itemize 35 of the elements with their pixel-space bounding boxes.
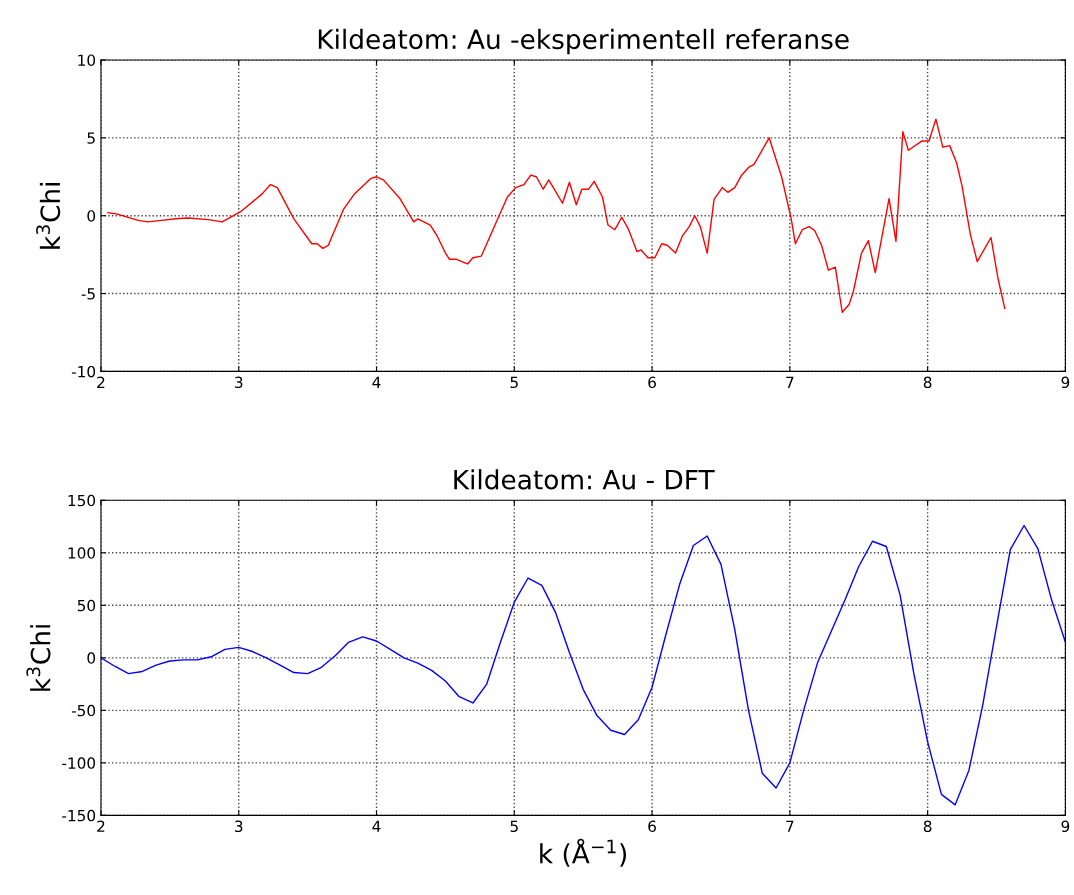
y-tick-label: 150 (68, 494, 96, 507)
y-tick-label: 50 (77, 599, 96, 612)
line-series (100, 524, 1066, 806)
x-tick-label: 7 (786, 376, 794, 388)
x-axis-title: k (Å$^{−1}$) (540, 838, 627, 867)
x-tick-label: 2 (97, 376, 105, 388)
x-tick-label: 9 (1061, 376, 1070, 389)
x-tick-label: 5 (510, 820, 518, 833)
chart-title: Kildeatom: Au - DFT (454, 469, 715, 490)
y-tick-label: 5 (87, 132, 95, 144)
y-axis-title: k$^{3}$Chi (36, 183, 61, 249)
x-tick-label: 3 (235, 820, 243, 833)
x-tick-label: 7 (786, 820, 794, 832)
y-tick-label: -10 (71, 365, 96, 378)
y-tick-label: -150 (62, 809, 96, 822)
chart-title: Kildeatom: Au -eksperimentell referanse (318, 28, 849, 55)
line-series (107, 118, 1006, 313)
y-tick-label: -100 (62, 757, 96, 769)
x-tick-label: 4 (372, 376, 381, 388)
x-tick-label: 4 (372, 820, 381, 832)
x-tick-label: 6 (648, 820, 656, 833)
y-tick-label: 100 (68, 547, 96, 559)
x-tick-label: 2 (97, 820, 105, 832)
x-tick-label: 3 (235, 376, 243, 389)
y-tick-label: 0 (87, 652, 96, 664)
y-tick-label: 0 (87, 210, 96, 222)
y-tick-label: -50 (71, 704, 96, 717)
y-tick-label: -5 (81, 288, 95, 300)
x-tick-label: 9 (1061, 820, 1070, 833)
y-tick-label: 10 (78, 54, 96, 66)
x-tick-label: 8 (923, 820, 932, 833)
x-tick-label: 6 (648, 376, 656, 389)
x-tick-label: 5 (510, 376, 518, 389)
y-axis-title: k$^{3}$Chi (26, 625, 51, 691)
x-tick-label: 8 (923, 376, 932, 389)
